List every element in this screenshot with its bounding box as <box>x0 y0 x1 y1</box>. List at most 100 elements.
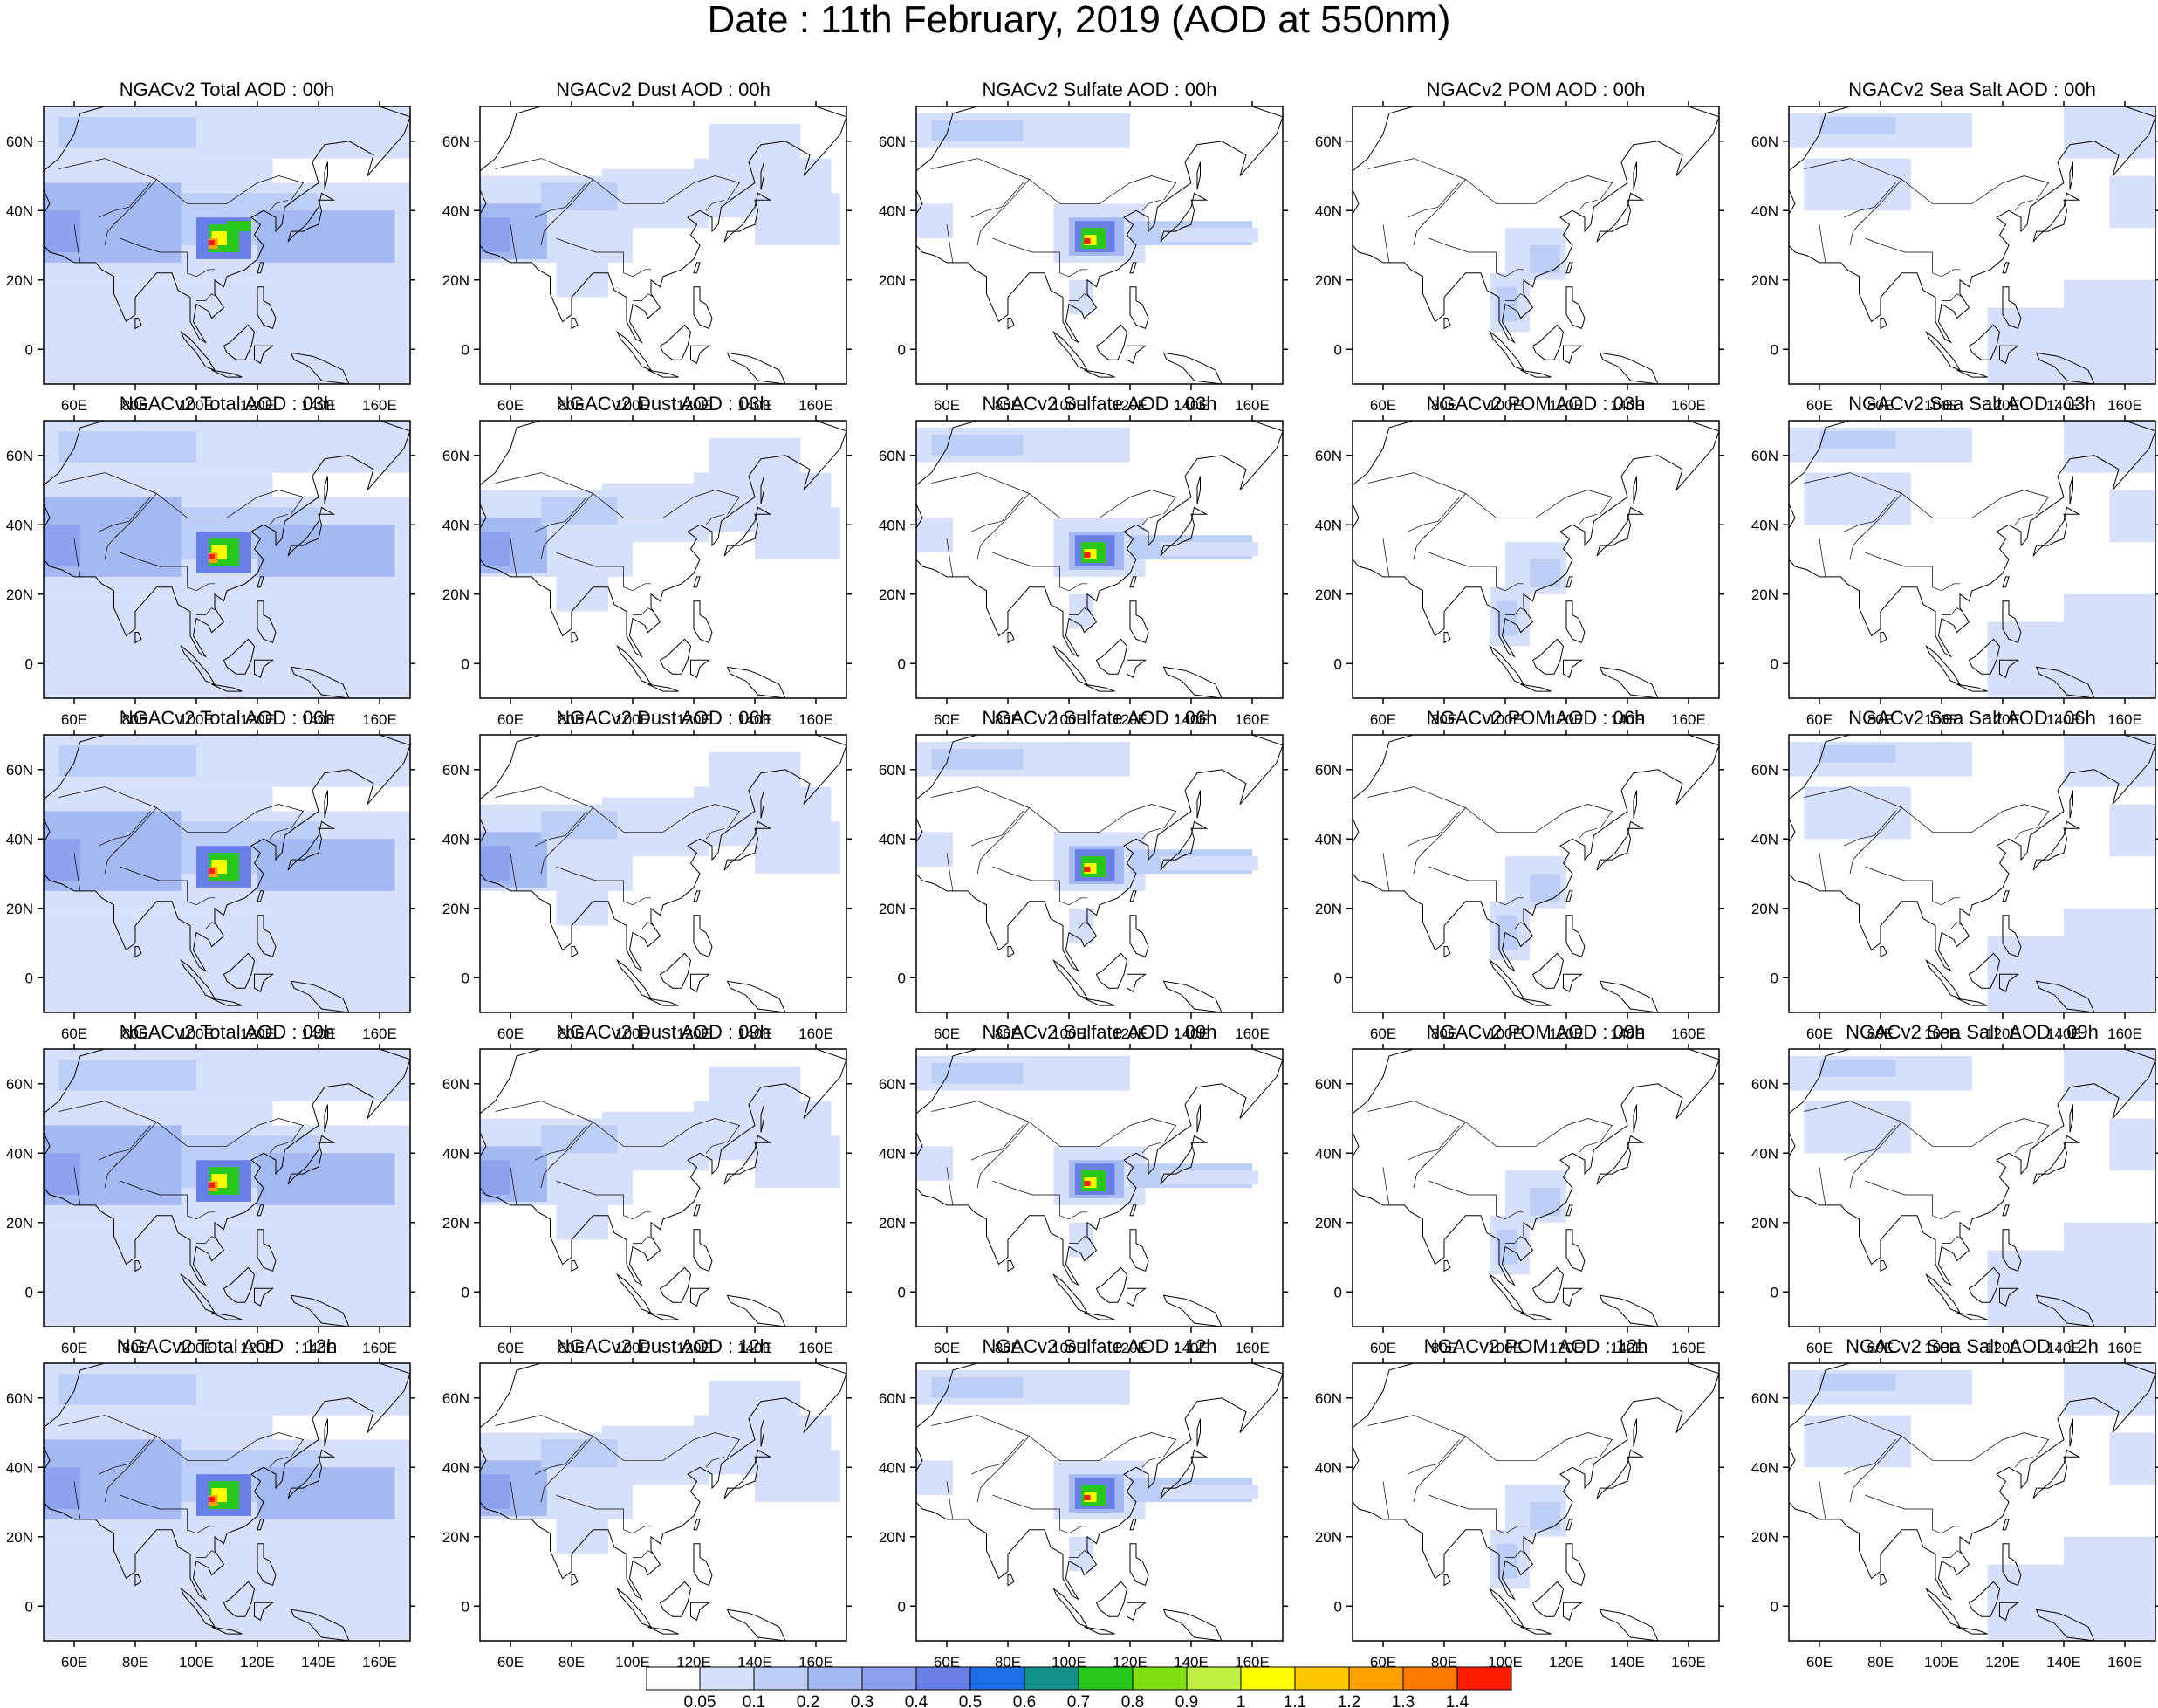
country-border <box>1849 848 1863 875</box>
coastline <box>1127 1602 1147 1621</box>
map-frame <box>43 106 411 385</box>
lat-tick-label: 40N <box>1751 202 1778 219</box>
lat-tick-label: 20N <box>442 586 469 603</box>
country-border <box>58 472 157 494</box>
country-border <box>1578 513 1598 525</box>
map-frame <box>1352 1362 1720 1642</box>
country-border <box>104 1477 118 1503</box>
aod-field <box>1789 106 2155 384</box>
coastlines <box>916 1363 1283 1641</box>
aod-field <box>1490 1485 1566 1589</box>
aod-shading <box>1804 1101 1911 1154</box>
map-panel-pom-0: NGACv2 POM AOD : 00h 60E 80E 100E 120E 140E 16… <box>1309 79 1745 414</box>
lon-tick-label: 160E <box>2107 711 2142 728</box>
coastline <box>616 958 653 1000</box>
coastline <box>1956 369 1988 378</box>
country-border <box>1413 1477 1427 1503</box>
coastline <box>1052 1272 1089 1314</box>
country-border <box>1428 1494 1524 1534</box>
colorbar-swatch <box>969 1666 1025 1691</box>
coastline <box>287 820 336 871</box>
lat-tick-label: 20N <box>1751 901 1778 917</box>
country-border <box>1859 804 2050 854</box>
lon-tick-label: 80E <box>1867 1654 1894 1670</box>
coastline <box>211 998 243 1006</box>
coastline <box>1129 890 1137 902</box>
panel-title: NGACv2 Sea Salt AOD : 03h <box>1848 393 2096 415</box>
coastline <box>1196 476 1201 504</box>
aod-field <box>44 1049 410 1327</box>
lat-tick-label: 60N <box>442 134 469 150</box>
aod-shading <box>209 868 215 874</box>
lon-tick-label: 100E <box>615 1025 650 1042</box>
coastlines <box>44 1363 410 1641</box>
country-border <box>269 199 289 211</box>
coastline <box>1789 421 2155 658</box>
country-border <box>1843 1125 1896 1161</box>
country-border <box>98 497 151 532</box>
coastline <box>690 1602 710 1621</box>
coastline <box>211 1312 243 1320</box>
country-border <box>495 1415 593 1437</box>
lon-tick-label: 100E <box>1052 397 1086 414</box>
map-frame <box>1788 734 2156 1013</box>
coastline <box>760 161 764 190</box>
country-border <box>1578 827 1598 840</box>
lat-tick-label: 20N <box>1315 1529 1342 1546</box>
coastline <box>1956 683 1988 692</box>
panel-title: NGACv2 Sulfate AOD : 03h <box>982 393 1217 415</box>
aod-field <box>916 1369 1258 1572</box>
panel-title: NGACv2 Total AOD : 03h <box>119 393 335 415</box>
country-border <box>104 220 118 246</box>
coastline <box>647 369 679 378</box>
coastline <box>223 1581 256 1617</box>
panel-title: NGACv2 POM AOD : 03h <box>1426 393 1646 415</box>
aod-shading <box>1530 874 1560 902</box>
lat-tick-label: 20N <box>6 901 33 917</box>
country-border <box>970 1125 1024 1161</box>
coastline <box>2069 790 2073 819</box>
country-border <box>510 1481 517 1519</box>
lat-tick-label: 40N <box>6 831 33 847</box>
coastline <box>1596 820 1645 871</box>
coastline <box>1052 958 1089 1000</box>
country-border <box>970 1439 1024 1475</box>
lon-tick-label: 80E <box>1867 1025 1894 1042</box>
country-border <box>1843 811 1896 847</box>
lon-tick-label: 60E <box>497 1025 524 1042</box>
country-border <box>2014 827 2034 840</box>
coastline <box>1127 345 1147 364</box>
coastline <box>2035 980 2095 1012</box>
country-border <box>705 199 725 211</box>
country-border <box>1849 534 1863 560</box>
coastline <box>257 1204 264 1217</box>
coastline <box>254 1287 274 1307</box>
coastline <box>180 958 216 1000</box>
map-panel-dust-1: NGACv2 Dust AOD : 03h 60E 80E 100E 120E 140E 1… <box>436 393 873 728</box>
lon-tick-label: 60E <box>497 711 524 728</box>
coastline <box>180 1272 216 1314</box>
lat-tick-label: 0 <box>25 341 33 358</box>
map-panel-pom-4: NGACv2 POM AOD : 12h 60E 80E 100E 120E 140E 16… <box>1309 1335 1745 1670</box>
country-border <box>269 1456 289 1468</box>
country-border <box>633 922 654 929</box>
lon-tick-label: 80E <box>995 1340 1021 1356</box>
country-border <box>946 853 954 891</box>
aod-shading <box>1819 1059 1896 1077</box>
panel-title: NGACv2 Total AOD : 06h <box>119 707 335 729</box>
coastline <box>1880 632 1887 644</box>
coastline <box>916 106 1283 344</box>
panel-title: NGACv2 Sulfate AOD : 09h <box>982 1021 1217 1043</box>
lon-tick-label: 120E <box>1985 1340 2020 1356</box>
country-border <box>992 237 1087 278</box>
country-border <box>550 804 741 854</box>
lon-tick-label: 160E <box>1235 1340 1270 1356</box>
lon-tick-label: 100E <box>1488 1654 1523 1670</box>
coastline <box>916 421 1283 658</box>
lon-tick-label: 60E <box>1370 1025 1396 1042</box>
coastline <box>647 998 679 1006</box>
lon-tick-label: 140E <box>737 1340 772 1356</box>
country-border <box>931 786 1030 808</box>
coastline <box>1489 644 1525 686</box>
lon-tick-label: 140E <box>1610 1340 1645 1356</box>
